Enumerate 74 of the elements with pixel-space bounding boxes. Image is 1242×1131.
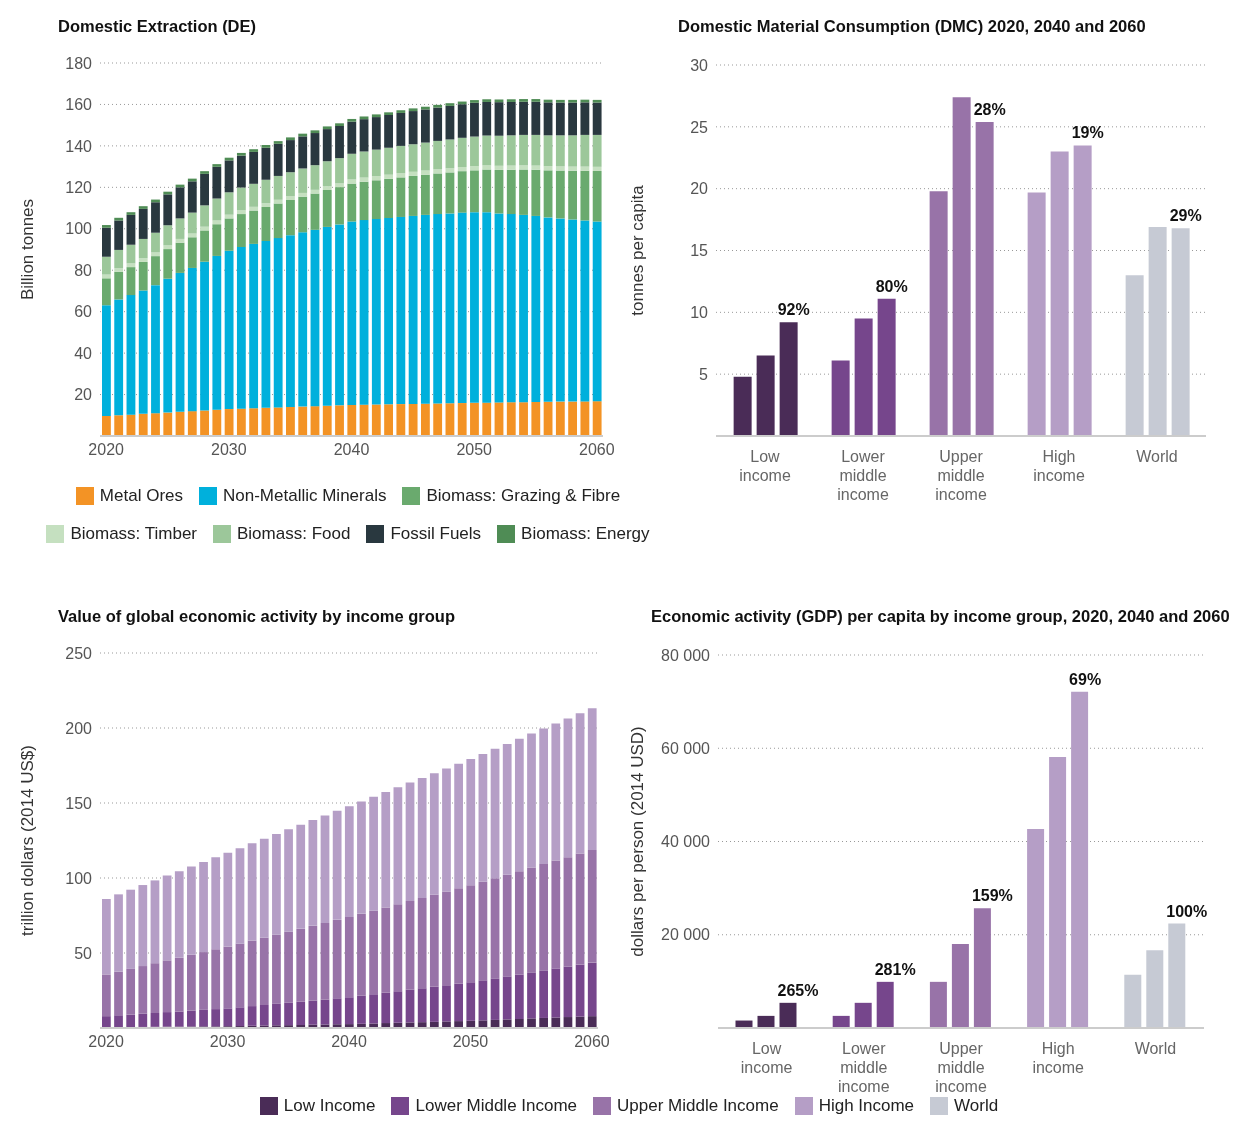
y-tick-label: 5 [699,365,709,383]
y-tick-label: 10 [690,304,709,322]
legend-label: Biomass: Energy [521,524,650,544]
annotation: 265% [777,981,819,999]
x-tick-label: 2060 [574,1033,610,1051]
legend-label: Lower Middle Income [415,1096,578,1116]
x-tick-label: 2040 [333,441,370,459]
x-tick-label: Lower middle income [838,1040,890,1095]
annotation: 92% [777,301,810,319]
annotation: 29% [1169,207,1202,225]
y-tick-label: 40 [74,344,93,362]
x-tick-label: High income [1032,1040,1085,1076]
annotation: 159% [971,887,1013,905]
y-tick-label: 180 [65,54,93,72]
legend-label: Metal Ores [99,486,183,506]
chart-title: Domestic Material Consumption (DMC) 2020, 2040 and 2060 [678,16,1147,36]
annotation: 281% [874,960,916,978]
y-tick-label: 20 [690,180,709,198]
annotation: 28% [973,100,1006,118]
legend-label: Low Income [283,1096,376,1116]
x-tick-label: 2060 [579,441,615,459]
x-tick-label: 2050 [452,1033,489,1051]
x-tick-label: World [1136,448,1178,465]
legend-label: Fossil Fuels [390,524,482,544]
x-tick-label: Low income [740,1040,793,1076]
y-tick-label: 100 [65,869,93,887]
x-tick-label: Upper middle income [935,1040,987,1095]
annotation: 80% [875,277,908,295]
y-tick-label: 150 [65,794,93,812]
y-tick-label: 100 [65,220,93,238]
y-tick-label: 250 [65,644,93,662]
annotation: 69% [1069,670,1102,688]
y-tick-label: 20 [74,386,93,404]
x-tick-label: 2020 [88,441,125,459]
legend-label: Upper Middle Income [617,1096,779,1116]
y-tick-label: 30 [690,56,709,74]
legend-label: Biomass: Grazing & Fibre [426,486,621,506]
y-tick-label: 160 [65,96,93,114]
x-tick-label: Low income [739,448,791,484]
x-tick-label: 2030 [209,1033,246,1051]
y-tick-label: 80 000 [661,646,711,664]
y-tick-label: 120 [65,179,93,197]
legend-label: Non-Metallic Minerals [223,486,387,506]
y-tick-label: 80 [74,261,93,279]
y-tick-label: 60 [74,303,93,321]
x-tick-label: 2030 [211,441,247,459]
x-tick-label: 2040 [331,1033,367,1051]
y-axis-title: tonnes per capita [628,184,648,316]
y-tick-label: 25 [690,118,709,136]
y-tick-label: 200 [65,719,93,737]
x-tick-label: World [1134,1040,1177,1057]
y-tick-label: 50 [74,944,93,962]
annotation: 19% [1071,124,1104,142]
chart-title: Value of global economic activity by income group [58,606,456,626]
y-axis-title: trillion dollars (2014 US$) [18,745,38,936]
x-tick-label: 2050 [456,441,493,459]
y-tick-label: 40 000 [661,833,711,851]
y-axis-title: Billion tonnes [18,198,38,301]
y-tick-label: 140 [65,137,93,155]
chart-title: Economic activity (GDP) per capita by income group, 2020, 2040 and 2060 [651,606,1231,626]
y-tick-label: 20 000 [661,926,711,944]
y-tick-label: 60 000 [661,739,711,757]
legend-label: Biomass: Food [237,524,351,544]
legend-label: High Income [818,1096,915,1116]
annotation: 100% [1166,902,1208,920]
x-tick-label: Upper middle income [935,448,987,503]
legend-label: World [954,1096,999,1116]
y-tick-label: 15 [690,242,709,260]
y-axis-title: dollars per person (2014 USD) [628,726,648,957]
chart-title: Domestic Extraction (DE) [58,16,258,36]
x-tick-label: 2020 [88,1033,124,1051]
legend-label: Biomass: Timber [70,524,197,544]
x-tick-label: High income [1033,448,1085,484]
x-tick-label: Lower middle income [837,448,889,503]
